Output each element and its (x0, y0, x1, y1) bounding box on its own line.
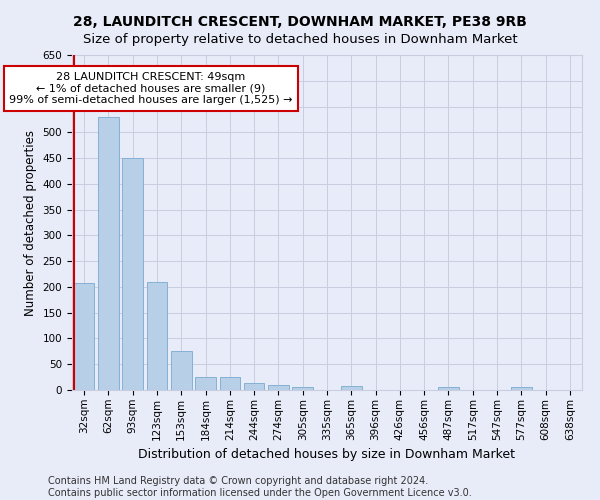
Bar (171, 352, 191, 390)
Bar (146, 282, 167, 390)
Text: Size of property relative to detached houses in Downham Market: Size of property relative to detached ho… (83, 32, 517, 46)
Bar (438, 388, 459, 390)
Text: Contains HM Land Registry data © Crown copyright and database right 2024.
Contai: Contains HM Land Registry data © Crown c… (48, 476, 472, 498)
Text: 28 LAUNDITCH CRESCENT: 49sqm
← 1% of detached houses are smaller (9)
99% of semi: 28 LAUNDITCH CRESCENT: 49sqm ← 1% of det… (10, 72, 293, 105)
Bar (292, 388, 313, 390)
X-axis label: Distribution of detached houses by size in Downham Market: Distribution of detached houses by size … (139, 448, 515, 461)
Bar (122, 158, 143, 390)
Bar (195, 377, 216, 390)
Bar (98, 117, 119, 390)
Bar (341, 386, 362, 390)
Text: 28, LAUNDITCH CRESCENT, DOWNHAM MARKET, PE38 9RB: 28, LAUNDITCH CRESCENT, DOWNHAM MARKET, … (73, 15, 527, 29)
Bar (511, 388, 532, 390)
Bar (74, 284, 94, 390)
Bar (268, 385, 289, 390)
Bar (220, 377, 240, 390)
Bar (244, 384, 265, 390)
Y-axis label: Number of detached properties: Number of detached properties (24, 130, 37, 316)
